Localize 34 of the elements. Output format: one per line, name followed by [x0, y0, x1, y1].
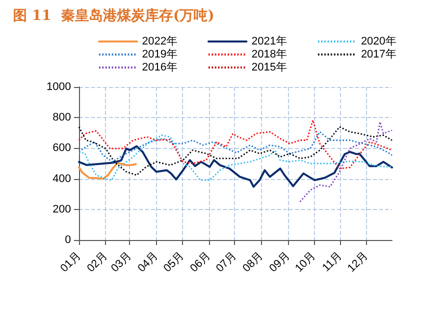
- line-series: [78, 120, 393, 170]
- x-tick-label: 05月: [162, 250, 186, 275]
- line-series: [78, 126, 393, 176]
- x-tick-label: 06月: [188, 250, 214, 275]
- y-tick-label: 0: [64, 234, 71, 246]
- x-tick-label: 02月: [84, 250, 110, 275]
- line-series: [78, 131, 393, 163]
- line-series: [78, 134, 393, 181]
- x-tick-label: 08月: [240, 250, 266, 275]
- y-tick-label: 400: [52, 172, 71, 185]
- legend-label: 2017年: [360, 48, 396, 60]
- x-tick-label: 12月: [346, 250, 370, 275]
- y-tick-label: 800: [52, 112, 71, 124]
- chart-title: 图 11 秦皇岛港煤炭库存(万吨): [13, 7, 214, 24]
- y-tick-label: 600: [52, 142, 71, 154]
- legend-label: 2019年: [142, 48, 178, 60]
- x-tick-label: 09月: [267, 250, 292, 275]
- line-series: [78, 145, 393, 188]
- legend-label: 2022年: [142, 36, 178, 48]
- x-tick-label: 10月: [293, 250, 318, 275]
- y-tick-label: 1000: [46, 81, 71, 93]
- line-series: [78, 162, 137, 180]
- legend-label: 2018年: [251, 48, 287, 60]
- x-tick-label: 03月: [109, 250, 134, 275]
- y-tick-label: 200: [52, 203, 71, 216]
- x-tick-label: 07月: [214, 250, 239, 275]
- legend-label: 2020年: [360, 36, 396, 48]
- x-tick-label: 11月: [320, 250, 345, 274]
- x-tick-label: 04月: [136, 250, 161, 275]
- legend-label: 2016年: [142, 62, 178, 74]
- x-tick-label: 01月: [58, 250, 84, 275]
- line-series: [299, 121, 393, 202]
- legend-label: 2021年: [251, 36, 287, 48]
- legend-label: 2015年: [251, 62, 287, 74]
